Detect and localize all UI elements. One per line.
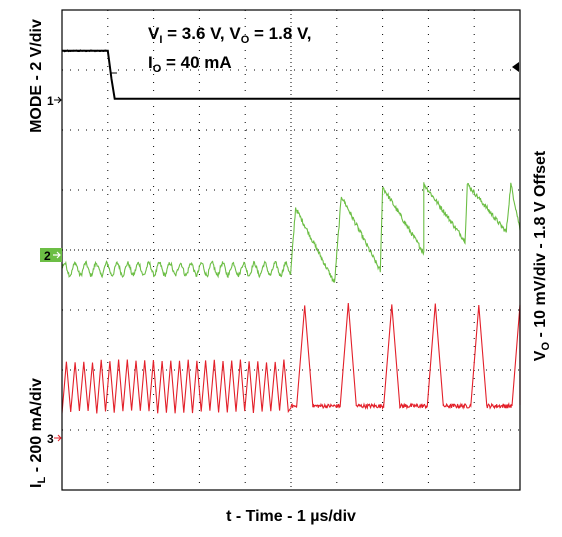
series-vo-line bbox=[61, 182, 521, 283]
y-axis-label-mode: MODE - 2 V/div bbox=[28, 19, 45, 133]
grid bbox=[62, 10, 520, 490]
y-axis-label-vo-symbol: V bbox=[532, 350, 549, 361]
series-il-line bbox=[61, 303, 521, 414]
y-axis-label-vo: VO - 10 mV/div - 1.8 V Offset bbox=[532, 150, 552, 361]
channel-2-marker: 2 bbox=[40, 248, 62, 263]
channel-1-marker: 1 bbox=[47, 94, 62, 108]
y-axis-label-il-symbol: I bbox=[28, 483, 45, 487]
conditions-io-symbol: I bbox=[148, 53, 153, 72]
channel-1-marker-arrow bbox=[54, 96, 62, 104]
channel-2-marker-arrow bbox=[53, 251, 61, 259]
y-axis-label-il: IL - 200 mA/div bbox=[28, 378, 48, 488]
y-axis-label-il-rest: - 200 mA/div bbox=[28, 378, 45, 477]
series-mode-noise bbox=[61, 49, 108, 53]
channel-1-marker-label: 1 bbox=[47, 94, 54, 108]
trigger-level-arrow bbox=[512, 62, 519, 72]
conditions-vo-subscript: O bbox=[241, 34, 250, 46]
x-axis-label: t - Time - 1 µs/div bbox=[226, 508, 356, 525]
y-axis-label-vo-rest: - 10 mV/div - 1.8 V Offset bbox=[532, 150, 549, 342]
channel-2-marker-label: 2 bbox=[44, 249, 51, 263]
channel-3-marker-label: 3 bbox=[47, 432, 54, 446]
channel-2-marker-box bbox=[40, 248, 62, 262]
y-axis-label-vo-subscript: O bbox=[540, 342, 552, 351]
y-axis-label-il-subscript: L bbox=[36, 476, 48, 483]
conditions-vi-symbol: V bbox=[148, 24, 160, 43]
conditions-io-value: = 40 mA bbox=[161, 53, 231, 72]
conditions-vi-subscript: I bbox=[159, 34, 162, 46]
traces bbox=[61, 49, 521, 414]
conditions-vi-value: = 3.6 V, V bbox=[162, 24, 241, 43]
conditions-line-2: IO = 40 mA bbox=[148, 53, 232, 75]
conditions-vo-value: = 1.8 V, bbox=[249, 24, 311, 43]
conditions-line-1: VI = 3.6 V, VO = 1.8 V, bbox=[148, 24, 312, 46]
channel-3-marker: 3 bbox=[47, 432, 62, 446]
channel-3-marker-arrow bbox=[54, 434, 62, 442]
conditions-io-subscript: O bbox=[153, 63, 162, 75]
